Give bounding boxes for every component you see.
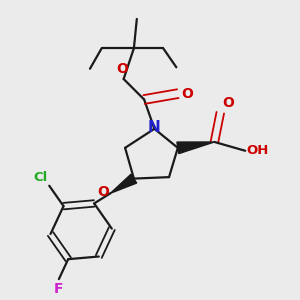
Text: N: N [148, 120, 161, 135]
Polygon shape [177, 142, 214, 154]
Text: O: O [222, 96, 234, 110]
Text: O: O [181, 87, 193, 101]
Text: O: O [116, 62, 128, 76]
Text: O: O [97, 185, 109, 199]
Text: F: F [54, 282, 64, 296]
Text: OH: OH [247, 144, 269, 157]
Polygon shape [110, 174, 137, 193]
Text: Cl: Cl [34, 171, 48, 184]
